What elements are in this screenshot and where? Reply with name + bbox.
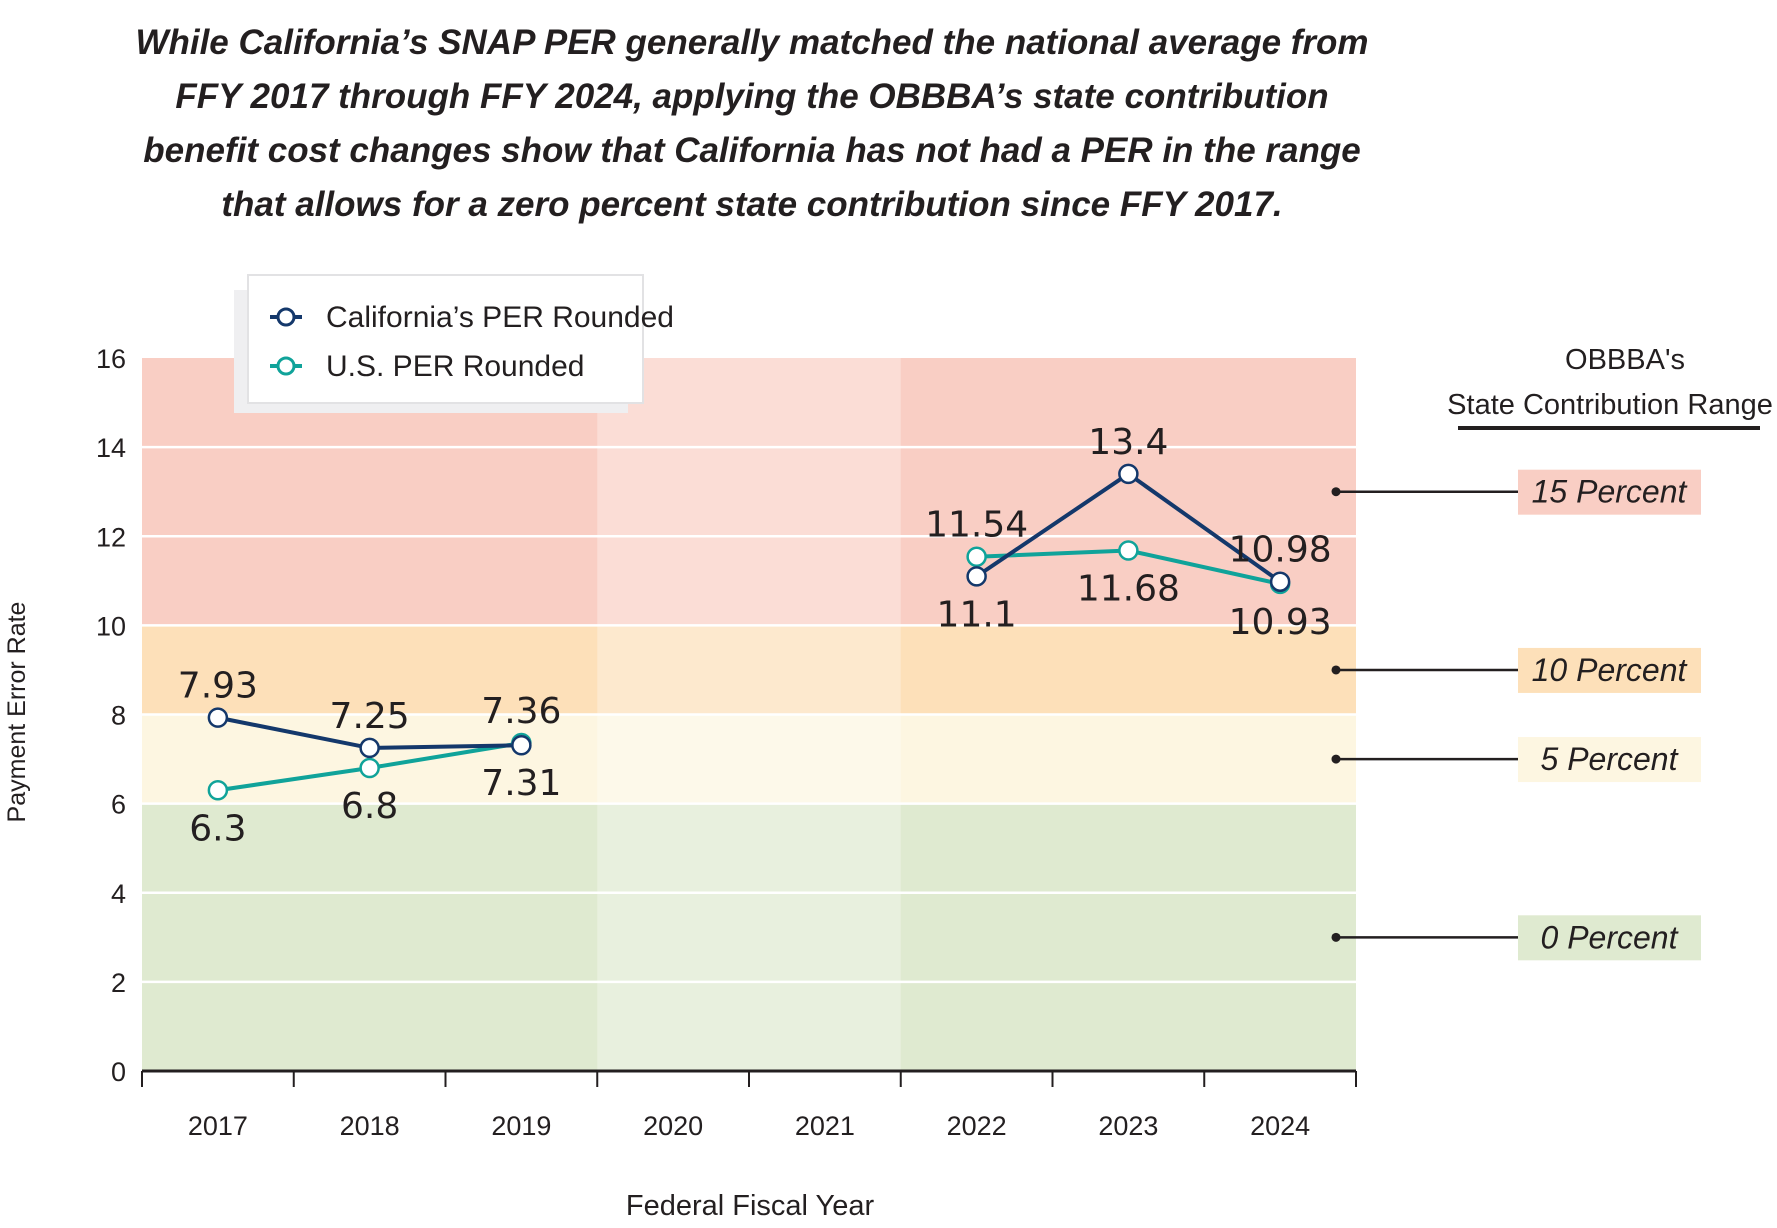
x-tick-label: 2021: [795, 1111, 855, 1141]
y-tick-label: 2: [111, 968, 126, 998]
title-line: While California’s SNAP PER generally ma…: [135, 23, 1369, 62]
legend-box: [247, 274, 644, 404]
data-label: 7.25: [330, 696, 410, 737]
x-tick-label: 2023: [1098, 1111, 1158, 1141]
data-label: 10.93: [1229, 602, 1332, 643]
data-label: 7.31: [481, 763, 561, 804]
y-tick-label: 6: [111, 790, 126, 820]
range-label: 5 Percent: [1541, 741, 1679, 777]
data-point: [1118, 463, 1139, 485]
data-label: 11.1: [937, 594, 1017, 635]
x-tick-label: 2019: [491, 1111, 551, 1141]
y-axis-label: Payment Error Rate: [3, 602, 31, 823]
range-pill: [1518, 647, 1701, 693]
title-line: FFY 2017 through FFY 2024, applying the …: [175, 77, 1329, 116]
legend: California’s PER Rounded U.S. PER Rounde…: [234, 274, 674, 413]
range-band: [142, 625, 1356, 715]
range-band: [142, 714, 1356, 804]
data-label: 6.8: [341, 786, 398, 827]
legend-item-us[interactable]: U.S. PER Rounded: [270, 350, 584, 383]
range-label: 0 Percent: [1541, 919, 1679, 955]
data-label: 13.4: [1088, 422, 1168, 463]
side-header-line1: OBBBA's: [1565, 344, 1685, 376]
y-tick-label: 0: [111, 1057, 126, 1087]
x-tick-label: 2022: [947, 1111, 1007, 1141]
data-point: [511, 734, 532, 756]
title-line: that allows for a zero percent state con…: [221, 185, 1283, 224]
data-label: 7.93: [178, 666, 258, 707]
title-line: benefit cost changes show that Californi…: [143, 131, 1361, 170]
y-tick-label: 16: [96, 344, 126, 374]
data-point: [1118, 540, 1139, 561]
data-label: 11.54: [925, 505, 1028, 546]
data-point: [1269, 571, 1291, 592]
data-point: [207, 707, 229, 728]
data-point: [359, 737, 380, 759]
x-tick-label: 2020: [643, 1111, 703, 1141]
y-tick-label: 4: [111, 879, 126, 909]
y-tick-label: 12: [96, 522, 126, 552]
range-label: 10 Percent: [1532, 652, 1688, 688]
range-band: [142, 803, 1356, 1071]
x-tick-label: 2018: [340, 1111, 400, 1141]
data-point: [207, 780, 229, 801]
side-header-line2: State Contribution Range: [1447, 389, 1773, 421]
legend-item-california[interactable]: California’s PER Rounded: [270, 301, 674, 334]
x-tick-label: 2024: [1250, 1111, 1310, 1141]
data-label: 10.98: [1229, 530, 1332, 571]
data-label: 6.3: [189, 808, 246, 849]
range-pill: [1518, 469, 1701, 515]
y-tick-label: 14: [96, 433, 126, 463]
range-label: 15 Percent: [1532, 474, 1688, 510]
range-pill: [1518, 737, 1701, 783]
range-pill: [1518, 915, 1701, 961]
legend-label: U.S. PER Rounded: [326, 350, 584, 383]
x-axis-label: Federal Fiscal Year: [626, 1190, 875, 1222]
data-label: 7.36: [481, 691, 561, 732]
data-point: [359, 757, 380, 779]
x-tick-label: 2017: [188, 1111, 248, 1141]
legend-marker-icon: [276, 356, 296, 376]
data-point: [966, 546, 987, 567]
data-label: 11.68: [1077, 569, 1180, 610]
y-tick-label: 8: [111, 701, 126, 731]
chart-title: While California’s SNAP PER generally ma…: [0, 16, 1504, 232]
y-tick-label: 10: [96, 611, 126, 641]
legend-label: California’s PER Rounded: [326, 301, 674, 334]
data-point: [966, 566, 987, 587]
legend-marker-icon: [276, 307, 296, 327]
